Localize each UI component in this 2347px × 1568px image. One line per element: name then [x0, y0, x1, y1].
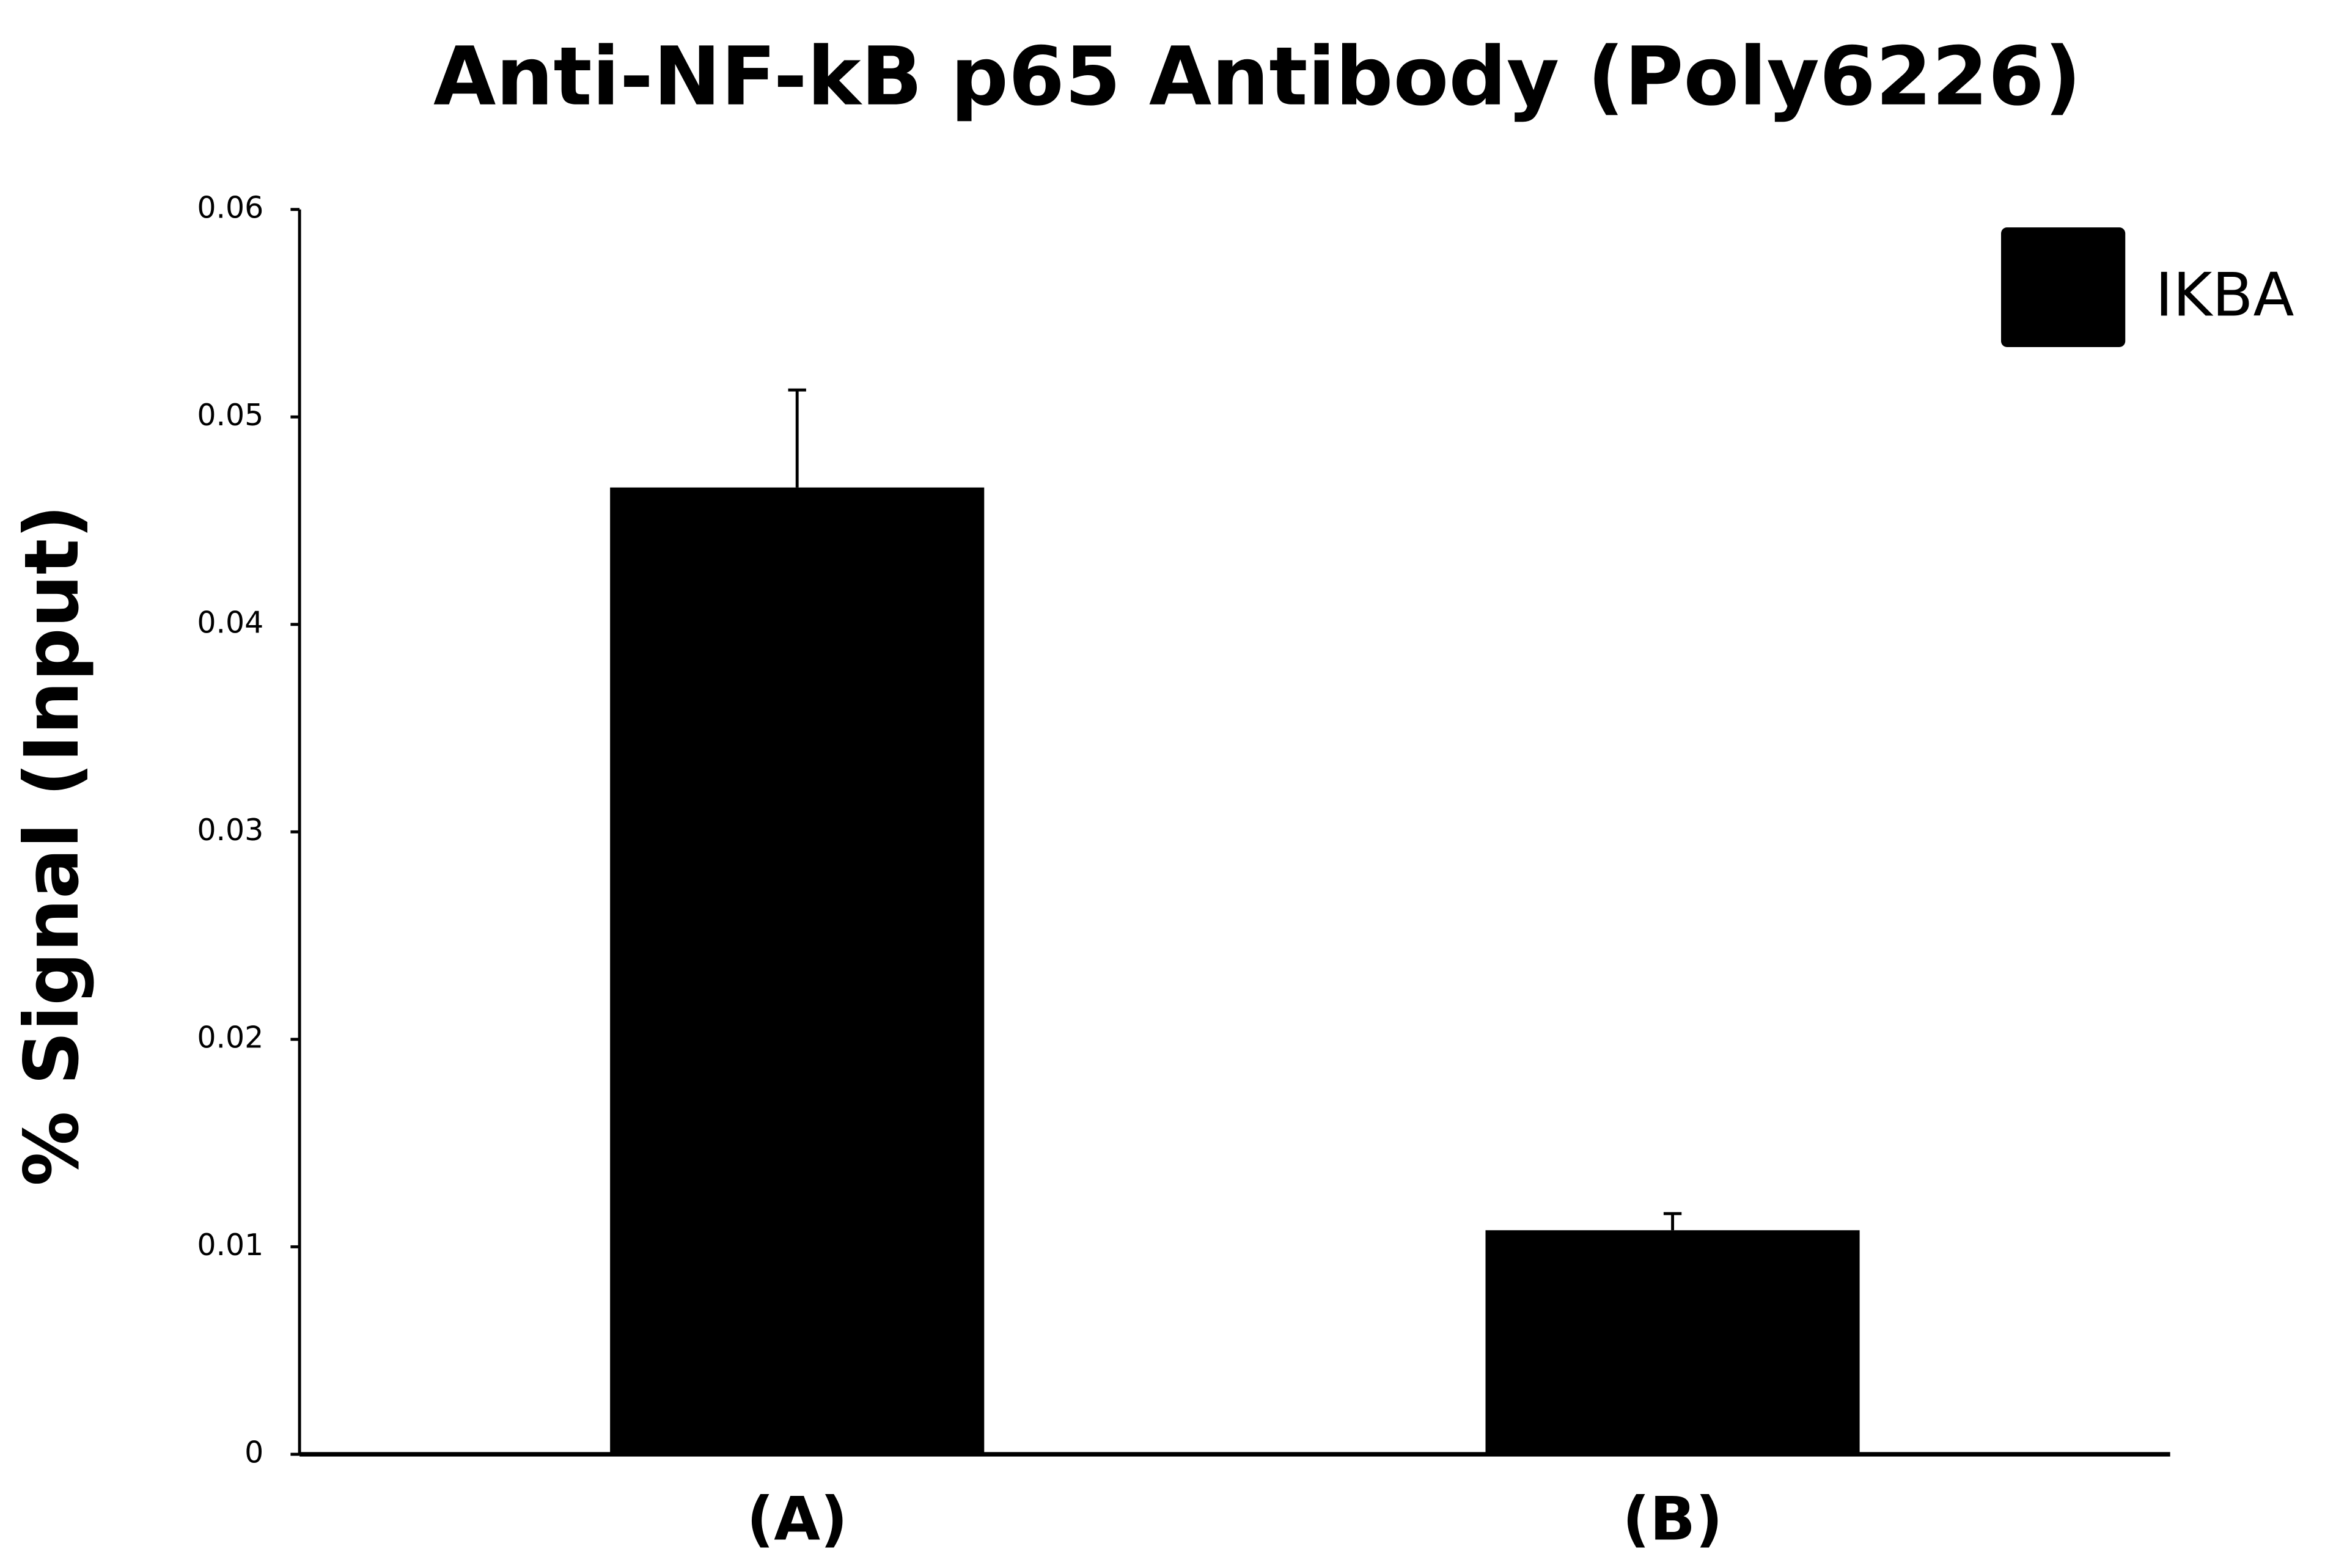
y-tick-label: 0.06	[197, 190, 263, 225]
chart-title: Anti-NF-kB p65 Antibody (Poly6226)	[433, 30, 2081, 124]
y-tick-label: 0.01	[197, 1228, 263, 1262]
error-bar	[1663, 1212, 1682, 1231]
y-axis-label: % Signal (Input)	[8, 505, 95, 1186]
bar	[610, 487, 985, 1454]
legend-swatch	[2001, 227, 2126, 348]
y-tick-label: 0	[244, 1435, 263, 1470]
legend-label: IKBA	[2155, 261, 2294, 331]
error-bar	[788, 388, 806, 488]
bar	[1485, 1230, 1860, 1454]
x-tick-label: (A)	[747, 1484, 848, 1554]
y-tick-label: 0.04	[197, 605, 263, 640]
x-tick-label: (B)	[1622, 1484, 1722, 1554]
y-tick-label: 0.02	[197, 1020, 263, 1055]
y-tick-label: 0.05	[197, 398, 263, 433]
y-tick-label: 0.03	[197, 813, 263, 848]
